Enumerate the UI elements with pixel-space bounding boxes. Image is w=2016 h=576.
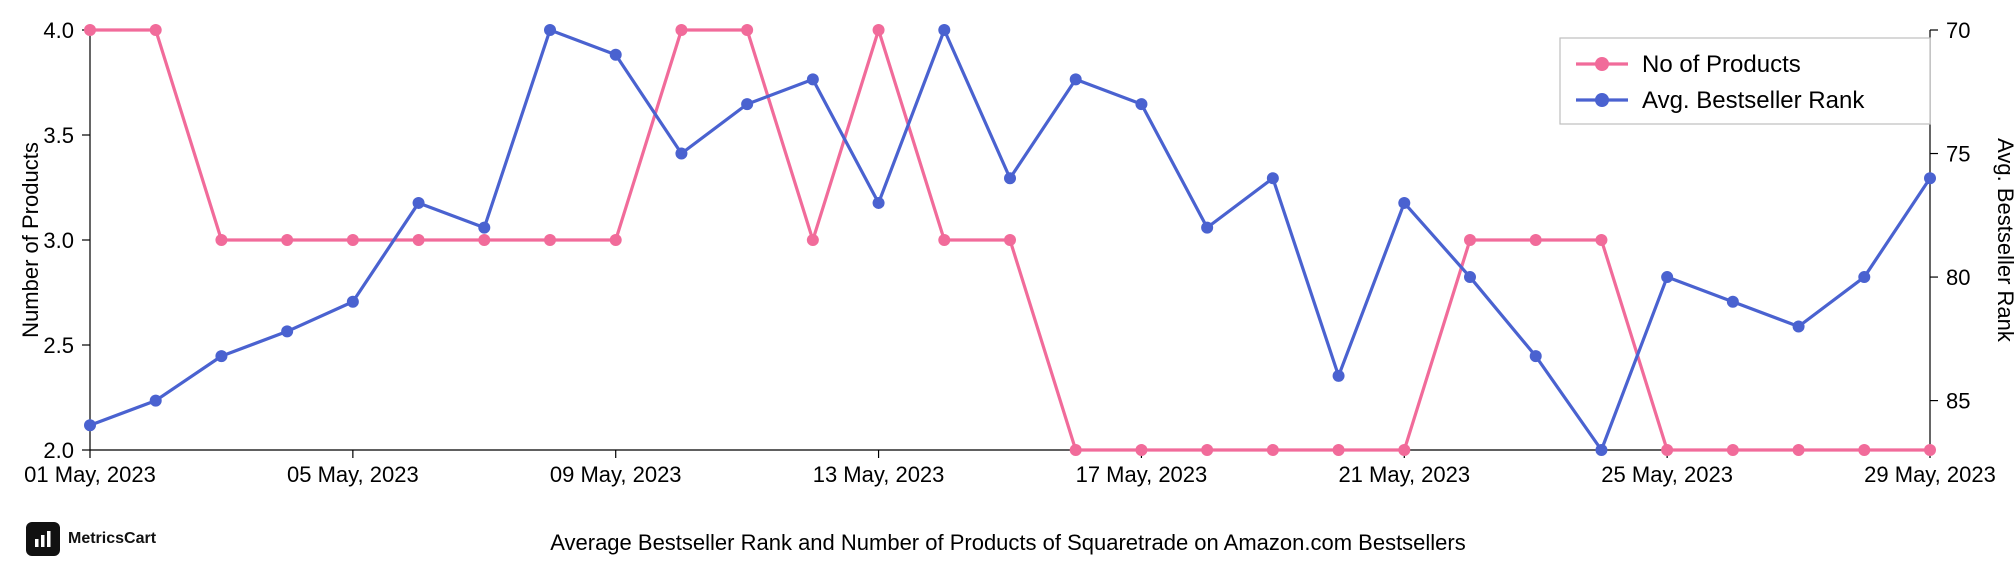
- series-marker: [873, 24, 885, 36]
- series-marker: [938, 24, 950, 36]
- series-marker: [1004, 172, 1016, 184]
- series-marker: [1793, 320, 1805, 332]
- legend-label: Avg. Bestseller Rank: [1642, 87, 1865, 114]
- chart-caption: Average Bestseller Rank and Number of Pr…: [0, 530, 2016, 556]
- series-marker: [413, 234, 425, 246]
- series-marker: [1267, 444, 1279, 456]
- series-marker: [281, 325, 293, 337]
- series-marker: [215, 350, 227, 362]
- series-marker: [413, 197, 425, 209]
- series-marker: [1464, 234, 1476, 246]
- series-marker: [150, 24, 162, 36]
- y-left-tick-label: 3.5: [43, 123, 74, 148]
- series-marker: [1530, 350, 1542, 362]
- series-marker: [544, 234, 556, 246]
- series-marker: [610, 234, 622, 246]
- y-left-axis-label: Number of Products: [18, 142, 43, 338]
- brand-label: MetricsCart: [68, 530, 156, 548]
- series-marker: [215, 234, 227, 246]
- series-marker: [1595, 444, 1607, 456]
- x-tick-label: 13 May, 2023: [813, 462, 945, 487]
- x-tick-label: 17 May, 2023: [1076, 462, 1208, 487]
- series-marker: [1793, 444, 1805, 456]
- legend: No of Products Avg. Bestseller Rank: [1560, 38, 1930, 124]
- y-left-tick-label: 2.0: [43, 438, 74, 463]
- x-tick-label: 21 May, 2023: [1338, 462, 1470, 487]
- chart-svg: 01 May, 2023 05 May, 2023 09 May, 2023 13 M…: [0, 0, 2016, 576]
- brand-badge: MetricsCart: [26, 522, 156, 556]
- series-marker: [1070, 444, 1082, 456]
- series-marker: [1135, 98, 1147, 110]
- series-marker: [1464, 271, 1476, 283]
- series-marker: [1530, 234, 1542, 246]
- y-right-tick-label: 70: [1946, 18, 1970, 43]
- legend-marker: [1595, 57, 1609, 71]
- series-marker: [1333, 370, 1345, 382]
- legend-label: No of Products: [1642, 51, 1801, 78]
- y-left-tick-label: 2.5: [43, 333, 74, 358]
- series-marker: [610, 49, 622, 61]
- series-marker: [1135, 444, 1147, 456]
- series-marker: [741, 98, 753, 110]
- series-marker: [1333, 444, 1345, 456]
- series-marker: [478, 222, 490, 234]
- x-tick-label: 29 May, 2023: [1864, 462, 1996, 487]
- series-marker: [675, 24, 687, 36]
- x-tick-label: 05 May, 2023: [287, 462, 419, 487]
- series-marker: [1727, 296, 1739, 308]
- y-left-tick-label: 3.0: [43, 228, 74, 253]
- series-marker: [1201, 222, 1213, 234]
- y-right-tick-label: 80: [1946, 265, 1970, 290]
- series-marker: [807, 73, 819, 85]
- x-tick-label: 01 May, 2023: [24, 462, 156, 487]
- y-right-tick-label: 75: [1946, 142, 1970, 167]
- series-marker: [675, 148, 687, 160]
- series-marker: [1661, 444, 1673, 456]
- series-marker: [1661, 271, 1673, 283]
- y-left-tick-label: 4.0: [43, 18, 74, 43]
- x-tick-label: 09 May, 2023: [550, 462, 682, 487]
- series-marker: [84, 24, 96, 36]
- series-marker: [1924, 444, 1936, 456]
- chart-container: 01 May, 2023 05 May, 2023 09 May, 2023 13 M…: [0, 0, 2016, 576]
- y-right-axis-label: Avg. Bestseller Rank: [1993, 138, 2016, 343]
- series-marker: [1398, 444, 1410, 456]
- series-marker: [544, 24, 556, 36]
- series-marker: [1070, 73, 1082, 85]
- brand-icon: [26, 522, 60, 556]
- series-marker: [741, 24, 753, 36]
- series-marker: [1595, 234, 1607, 246]
- series-marker: [938, 234, 950, 246]
- series-marker: [1924, 172, 1936, 184]
- y-right-tick-label: 85: [1946, 389, 1970, 414]
- series-marker: [1004, 234, 1016, 246]
- series-marker: [347, 296, 359, 308]
- series-marker: [1267, 172, 1279, 184]
- series-marker: [1727, 444, 1739, 456]
- series-marker: [150, 395, 162, 407]
- series-marker: [1858, 444, 1870, 456]
- series-marker: [807, 234, 819, 246]
- series-marker: [281, 234, 293, 246]
- x-tick-label: 25 May, 2023: [1601, 462, 1733, 487]
- series-marker: [1201, 444, 1213, 456]
- series-marker: [347, 234, 359, 246]
- series-marker: [84, 419, 96, 431]
- legend-marker: [1595, 93, 1609, 107]
- series-marker: [1858, 271, 1870, 283]
- series-marker: [478, 234, 490, 246]
- series-marker: [873, 197, 885, 209]
- series-marker: [1398, 197, 1410, 209]
